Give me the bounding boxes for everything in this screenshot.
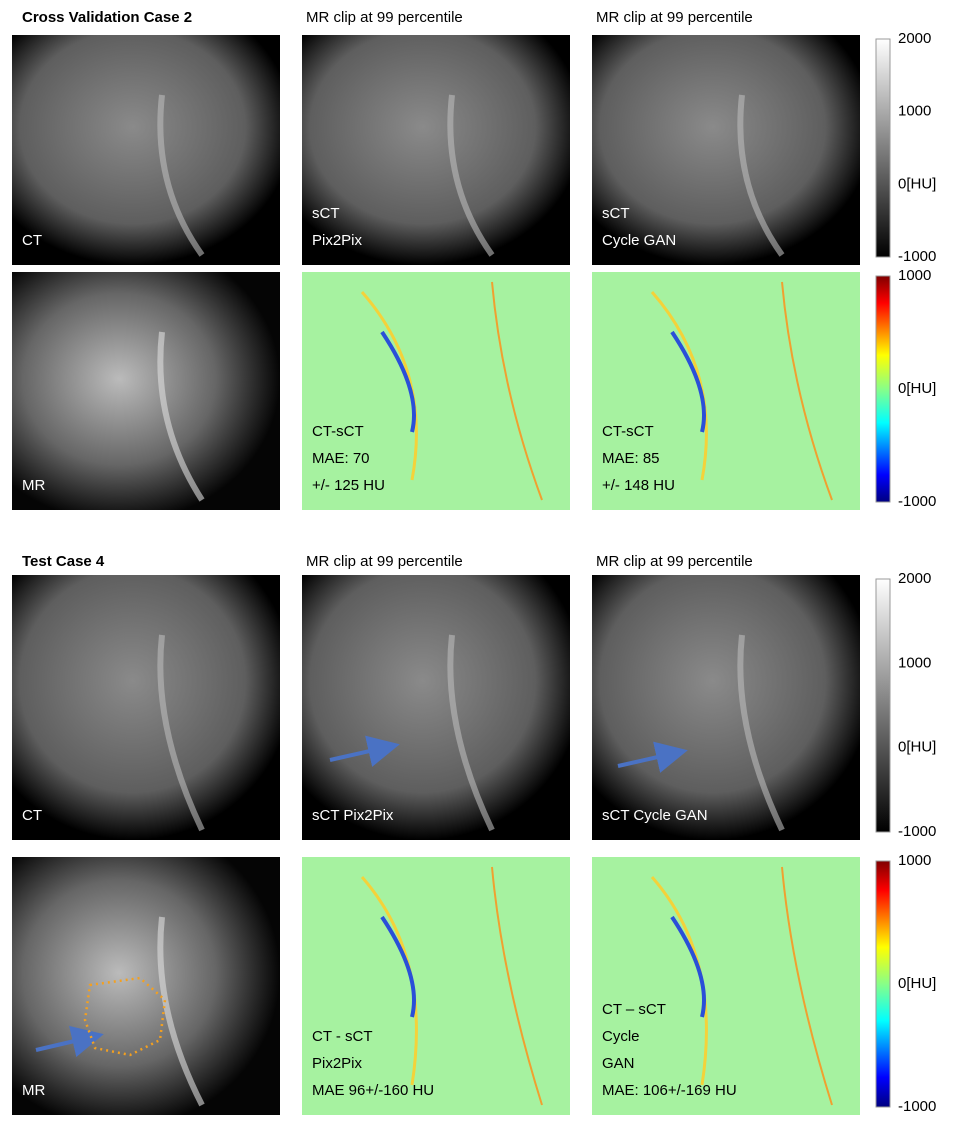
panel-label: sCT xyxy=(312,205,340,222)
colorbar-tick-label: 1000 xyxy=(898,654,931,671)
panel-label: MR xyxy=(22,1082,45,1099)
ct-image xyxy=(12,35,280,265)
panel-label: CT xyxy=(22,232,42,249)
panel-label: GAN xyxy=(602,1055,635,1072)
column-header: MR clip at 99 percentile xyxy=(596,9,753,26)
panel-label: Cycle GAN xyxy=(602,232,676,249)
section-title: Test Case 4 xyxy=(22,553,105,570)
colorbar-tick-label: 1000 xyxy=(898,852,931,869)
panel-label: MAE 96+/-160 HU xyxy=(312,1082,434,1099)
colorbar xyxy=(876,861,890,1107)
panel-label: CT xyxy=(22,807,42,824)
panel-label: sCT Cycle GAN xyxy=(602,807,708,824)
ct-image xyxy=(592,575,860,840)
column-header: MR clip at 99 percentile xyxy=(596,553,753,570)
colorbar-tick-label: -1000 xyxy=(898,248,936,265)
column-header: MR clip at 99 percentile xyxy=(306,9,463,26)
mr-image xyxy=(12,272,280,510)
panel-label: sCT xyxy=(602,205,630,222)
panel-label: MAE: 106+/-169 HU xyxy=(602,1082,737,1099)
colorbar-tick-label: 0[HU] xyxy=(898,739,936,756)
panel-label: Pix2Pix xyxy=(312,232,363,249)
colorbar-tick-label: -1000 xyxy=(898,493,936,510)
ct-image xyxy=(592,35,860,265)
colorbar-tick-label: 2000 xyxy=(898,30,931,47)
panel-label: sCT Pix2Pix xyxy=(312,807,394,824)
panel-label: CT-sCT xyxy=(312,423,364,440)
panel-label: MAE: 70 xyxy=(312,450,370,467)
colorbar xyxy=(876,276,890,502)
colorbar-tick-label: 1000 xyxy=(898,267,931,284)
ct-image xyxy=(302,575,570,840)
difference-map xyxy=(592,857,860,1115)
ct-image xyxy=(12,575,280,840)
panel-label: +/- 148 HU xyxy=(602,477,675,494)
difference-map xyxy=(302,857,570,1115)
section-title: Cross Validation Case 2 xyxy=(22,9,192,26)
mr-image xyxy=(12,857,280,1115)
colorbar xyxy=(876,39,890,257)
colorbar xyxy=(876,579,890,832)
panel-label: Cycle xyxy=(602,1028,640,1045)
colorbar-tick-label: -1000 xyxy=(898,1098,936,1115)
panel-label: MR xyxy=(22,477,45,494)
colorbar-tick-label: 0[HU] xyxy=(898,175,936,192)
colorbar-tick-label: 2000 xyxy=(898,570,931,587)
panel-label: CT – sCT xyxy=(602,1001,666,1018)
colorbar-tick-label: 0[HU] xyxy=(898,380,936,397)
panel-label: +/- 125 HU xyxy=(312,477,385,494)
ct-image xyxy=(302,35,570,265)
column-header: MR clip at 99 percentile xyxy=(306,553,463,570)
panel-label: MAE: 85 xyxy=(602,450,660,467)
figure: Cross Validation Case 2 MR clip at 99 per… xyxy=(0,0,955,1130)
colorbar-tick-label: -1000 xyxy=(898,823,936,840)
panel-label: CT-sCT xyxy=(602,423,654,440)
difference-map xyxy=(302,272,570,510)
panel-label: Pix2Pix xyxy=(312,1055,363,1072)
colorbar-tick-label: 1000 xyxy=(898,103,931,120)
difference-map xyxy=(592,272,860,510)
colorbar-tick-label: 0[HU] xyxy=(898,975,936,992)
panel-label: CT - sCT xyxy=(312,1028,373,1045)
